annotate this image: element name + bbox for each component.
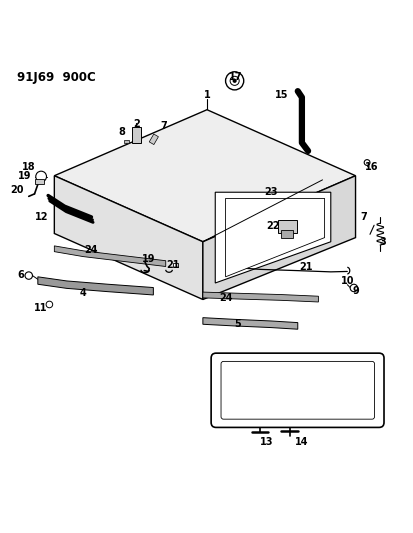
Text: 21: 21 <box>299 262 312 272</box>
Text: 9: 9 <box>352 286 359 296</box>
Polygon shape <box>202 292 318 302</box>
Text: 14: 14 <box>294 437 308 447</box>
Circle shape <box>225 72 243 90</box>
Text: 11: 11 <box>34 303 48 313</box>
Text: 2: 2 <box>133 119 140 129</box>
Text: 12: 12 <box>35 212 49 222</box>
Circle shape <box>349 284 357 292</box>
Text: 6: 6 <box>17 270 24 280</box>
Text: 17: 17 <box>228 72 242 82</box>
Circle shape <box>36 171 46 182</box>
Bar <box>132 127 141 143</box>
Text: 24: 24 <box>85 245 98 255</box>
Polygon shape <box>38 277 153 295</box>
Polygon shape <box>202 176 355 300</box>
Text: 7: 7 <box>360 212 366 222</box>
Bar <box>149 134 158 144</box>
Bar <box>123 140 129 143</box>
Text: 20: 20 <box>10 185 24 195</box>
Text: 15: 15 <box>274 90 287 100</box>
Text: 10: 10 <box>340 276 353 286</box>
Bar <box>34 179 43 184</box>
Text: 4: 4 <box>80 288 86 298</box>
Text: 22: 22 <box>266 221 279 231</box>
Circle shape <box>25 272 32 279</box>
Bar <box>280 230 292 238</box>
Polygon shape <box>54 246 165 266</box>
Text: 1: 1 <box>203 90 210 100</box>
Polygon shape <box>225 198 324 277</box>
Polygon shape <box>202 318 297 329</box>
Text: 5: 5 <box>234 319 241 329</box>
Bar <box>172 263 177 267</box>
Polygon shape <box>215 192 330 283</box>
FancyBboxPatch shape <box>221 361 374 419</box>
Text: 18: 18 <box>22 163 36 173</box>
Text: 19: 19 <box>18 171 31 181</box>
Text: 21: 21 <box>166 260 180 270</box>
Polygon shape <box>54 176 202 300</box>
Circle shape <box>363 160 369 165</box>
Text: 13: 13 <box>259 437 273 447</box>
Polygon shape <box>54 110 355 242</box>
Circle shape <box>232 79 236 83</box>
Text: 19: 19 <box>141 254 155 264</box>
Text: 7: 7 <box>160 121 167 131</box>
Text: 91J69  900C: 91J69 900C <box>17 70 96 84</box>
Text: 8: 8 <box>118 127 125 138</box>
Bar <box>277 220 296 233</box>
Text: 3: 3 <box>378 237 385 247</box>
Circle shape <box>46 301 52 308</box>
Circle shape <box>230 76 239 85</box>
FancyBboxPatch shape <box>211 353 383 427</box>
Text: 24: 24 <box>218 293 232 303</box>
Text: 23: 23 <box>263 187 277 197</box>
Text: 16: 16 <box>364 163 378 173</box>
